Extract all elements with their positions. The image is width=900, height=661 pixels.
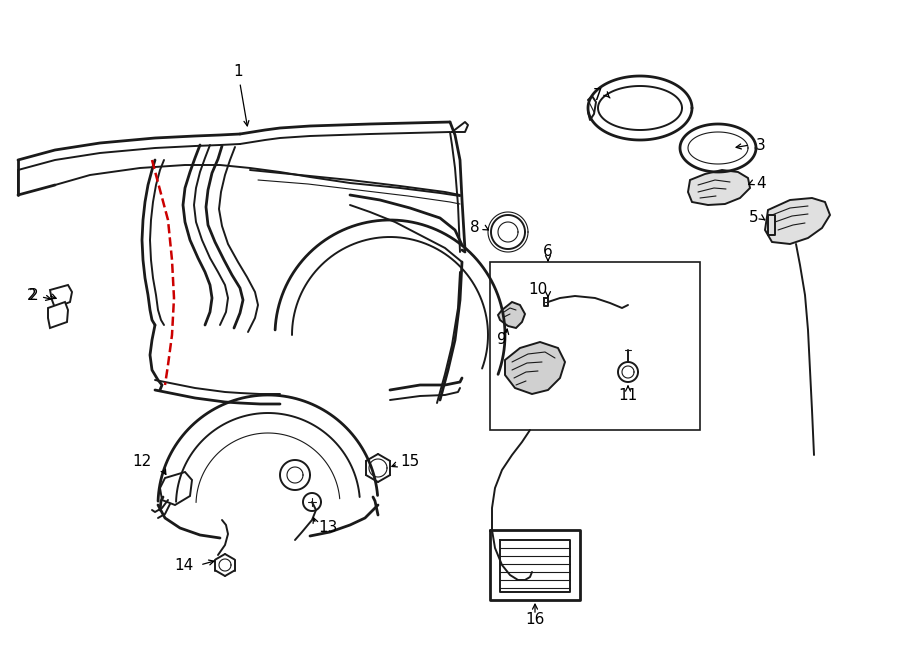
- Polygon shape: [48, 302, 68, 328]
- Text: 11: 11: [618, 387, 637, 403]
- Polygon shape: [765, 198, 830, 244]
- Text: 13: 13: [318, 520, 338, 535]
- Text: 15: 15: [400, 455, 419, 469]
- Text: 10: 10: [529, 282, 548, 297]
- Polygon shape: [688, 170, 750, 205]
- Text: 2: 2: [27, 288, 37, 303]
- Text: 14: 14: [175, 557, 194, 572]
- Text: 2: 2: [29, 288, 51, 303]
- Text: 1: 1: [233, 65, 249, 126]
- Text: 9: 9: [497, 332, 507, 348]
- Text: 6: 6: [543, 245, 553, 260]
- Text: 5: 5: [749, 210, 758, 225]
- Text: 3: 3: [756, 137, 766, 153]
- Polygon shape: [50, 285, 72, 308]
- Bar: [490, 262, 700, 430]
- Text: 12: 12: [133, 455, 152, 469]
- Text: 16: 16: [526, 613, 544, 627]
- Text: 4: 4: [756, 176, 766, 190]
- Polygon shape: [505, 342, 565, 394]
- Polygon shape: [160, 472, 192, 505]
- Text: 8: 8: [471, 221, 480, 235]
- Polygon shape: [498, 302, 525, 328]
- Text: 7: 7: [592, 89, 602, 104]
